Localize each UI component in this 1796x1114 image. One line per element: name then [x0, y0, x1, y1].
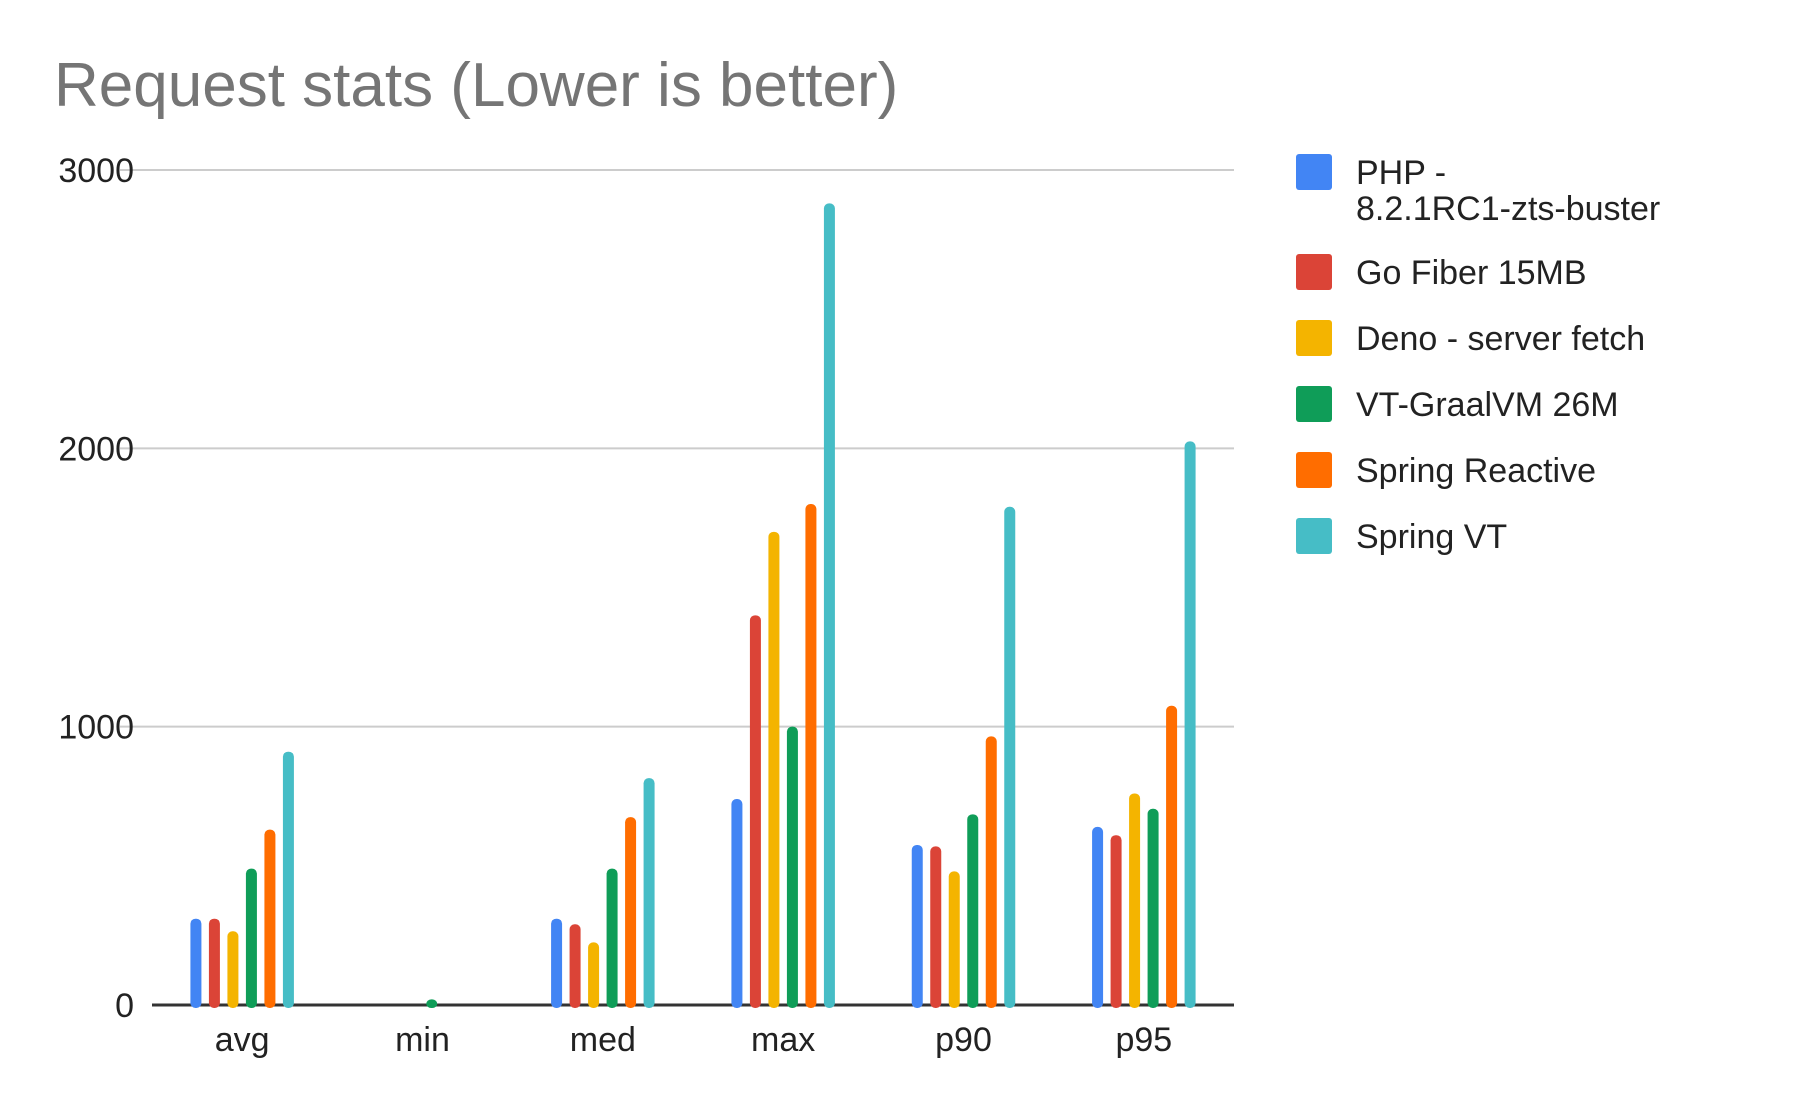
y-tick-label: 3000 — [58, 152, 134, 190]
gridlines — [120, 169, 1234, 1007]
bar-p90-series-6 — [1004, 506, 1016, 1008]
legend-swatch — [1296, 386, 1332, 422]
bar-min-series-4 — [426, 999, 438, 1008]
bar-avg-series-2 — [208, 918, 220, 1008]
legend-swatch — [1296, 320, 1332, 356]
bar-p95-series-2 — [1110, 835, 1122, 1008]
legend-label: Spring Reactive — [1356, 452, 1596, 490]
bar-med-series-4 — [606, 868, 618, 1008]
x-tick-label: avg — [215, 1021, 270, 1059]
y-tick-label: 1000 — [58, 709, 134, 747]
bar-p90-series-4 — [967, 814, 979, 1008]
legend-label: Go Fiber 15MB — [1356, 254, 1587, 292]
legend-label: PHP - — [1356, 154, 1446, 192]
x-tick-label: med — [570, 1021, 636, 1059]
legend-label: VT-GraalVM 26M — [1356, 386, 1619, 424]
bar-p90-series-2 — [930, 846, 942, 1008]
bar-avg-series-4 — [245, 868, 257, 1008]
legend-swatch — [1296, 254, 1332, 290]
bar-p95-series-6 — [1184, 441, 1196, 1008]
x-tick-label: p95 — [1115, 1021, 1172, 1059]
x-tick-label: min — [395, 1021, 450, 1059]
bar-max-series-6 — [823, 203, 835, 1008]
bar-max-series-1 — [731, 799, 743, 1008]
x-tick-label: max — [751, 1021, 815, 1059]
bar-p90-series-1 — [911, 844, 923, 1008]
bar-med-series-1 — [551, 918, 563, 1008]
legend-swatch — [1296, 452, 1332, 488]
legend-swatch — [1296, 518, 1332, 554]
bar-p90-series-5 — [985, 736, 997, 1008]
bar-med-series-5 — [625, 817, 637, 1008]
chart-title: Request stats (Lower is better) — [54, 51, 898, 120]
legend-label: 8.2.1RC1-zts-buster — [1356, 190, 1660, 228]
y-axis-ticks: 0 1000 2000 3000 — [58, 152, 134, 1025]
y-tick-label: 2000 — [58, 430, 134, 468]
bar-max-series-4 — [786, 726, 798, 1008]
bar-avg-series-3 — [227, 931, 239, 1008]
bar-max-series-5 — [805, 504, 817, 1008]
bar-p95-series-5 — [1166, 705, 1178, 1008]
bar-max-series-3 — [768, 531, 780, 1008]
legend-label: Spring VT — [1356, 518, 1507, 556]
bar-p95-series-4 — [1147, 808, 1159, 1008]
y-tick-label: 0 — [115, 987, 134, 1025]
bar-avg-series-6 — [282, 751, 294, 1008]
x-tick-label: p90 — [935, 1021, 992, 1059]
bar-med-series-6 — [643, 778, 655, 1008]
bar-p90-series-3 — [948, 871, 960, 1008]
bar-avg-series-1 — [190, 918, 202, 1008]
legend-swatch — [1296, 154, 1332, 190]
bar-med-series-3 — [588, 942, 600, 1008]
bar-max-series-2 — [749, 615, 761, 1008]
bars — [190, 203, 1196, 1008]
bar-p95-series-3 — [1129, 793, 1141, 1008]
bar-p95-series-1 — [1092, 826, 1104, 1008]
bar-avg-series-5 — [264, 829, 276, 1008]
bar-med-series-2 — [569, 924, 581, 1008]
legend: PHP -8.2.1RC1-zts-buster Go Fiber 15MB Den… — [1296, 154, 1660, 556]
x-axis-ticks: avg min med max p90 p95 — [215, 1021, 1172, 1059]
legend-label: Deno - server fetch — [1356, 320, 1645, 358]
